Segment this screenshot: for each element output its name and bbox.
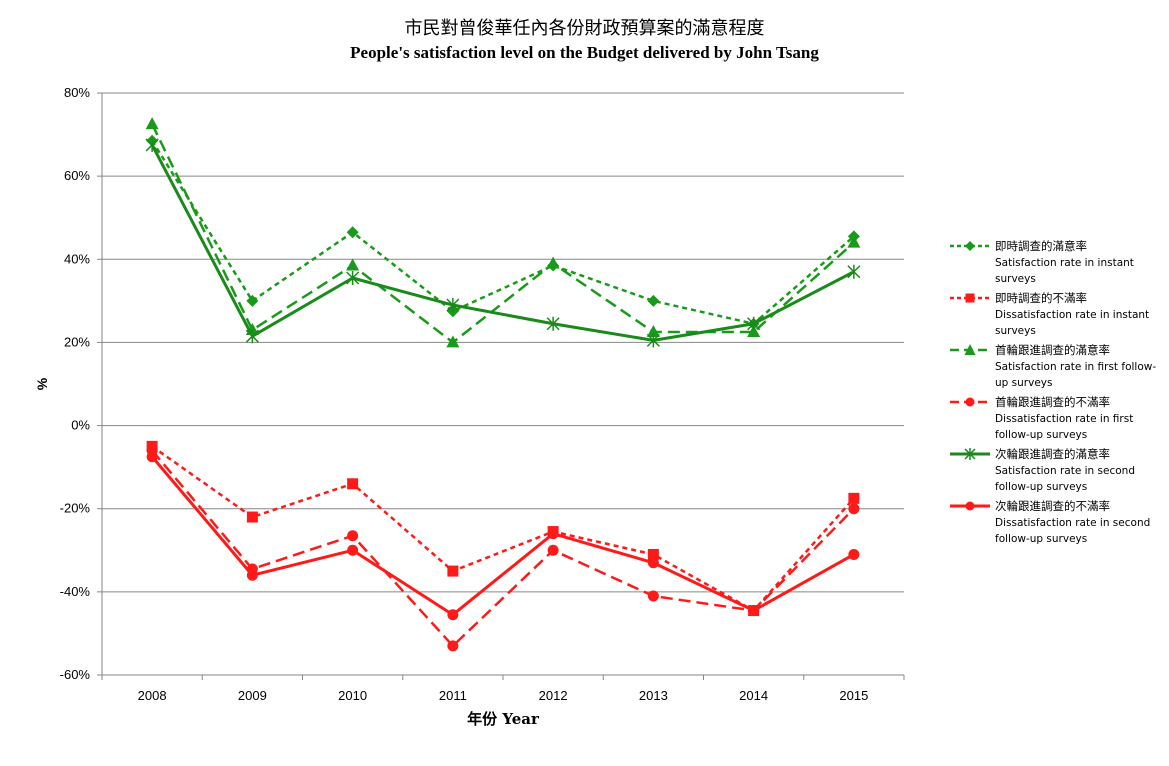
data-point <box>347 530 359 542</box>
data-point <box>446 298 460 313</box>
legend-label: 次輪跟進調查的滿意率 <box>995 447 1110 461</box>
data-point <box>246 294 259 307</box>
legend-swatch <box>950 293 990 303</box>
data-point <box>647 590 659 602</box>
legend-swatch <box>950 241 990 251</box>
data-point <box>146 451 158 463</box>
data-point <box>646 325 660 338</box>
y-tick-label: 0% <box>71 418 90 433</box>
chart-legend: 即時調查的滿意率 Satisfaction rate in instant sur… <box>948 238 1166 550</box>
data-point <box>547 544 559 556</box>
data-point <box>347 544 359 556</box>
legend-label: 首輪跟進調查的不滿率 <box>995 395 1110 409</box>
data-point <box>346 226 359 239</box>
data-point <box>747 325 761 338</box>
y-axis-title: % <box>34 377 50 390</box>
data-point <box>546 256 560 269</box>
x-tick-label: 2012 <box>539 688 568 703</box>
legend-item: 首輪跟進調查的滿意率 Satisfaction rate in first fol… <box>948 342 1166 394</box>
legend-swatch <box>950 501 990 511</box>
data-point <box>647 294 660 307</box>
legend-item: 首輪跟進調查的不滿率 Dissatisfaction rate in first … <box>948 394 1166 446</box>
legend-item: 次輪跟進調查的不滿率 Dissatisfaction rate in second… <box>948 498 1166 550</box>
data-point <box>546 316 560 331</box>
legend-description: Dissatisfaction rate in first follow-up … <box>995 413 1134 441</box>
series-line-2 <box>151 445 855 612</box>
series-line-1 <box>151 140 855 325</box>
chart-subtitle: People's satisfaction level on the Budge… <box>350 43 819 62</box>
legend-swatch <box>950 344 990 355</box>
x-axis-title: 年份 Year <box>467 710 540 728</box>
legend-description: Satisfaction rate in first follow-up sur… <box>995 361 1157 389</box>
data-point <box>747 316 761 331</box>
data-point <box>446 335 460 348</box>
series-line-3 <box>151 123 855 344</box>
legend-description: Dissatisfaction rate in instant surveys <box>995 309 1150 337</box>
data-point <box>847 264 861 279</box>
x-tick-label: 2010 <box>338 688 367 703</box>
data-point <box>245 329 259 344</box>
legend-description: Satisfaction rate in instant surveys <box>995 257 1134 285</box>
legend-label: 即時調查的滿意率 <box>995 239 1087 253</box>
x-tick-label: 2009 <box>238 688 267 703</box>
data-point <box>246 511 258 523</box>
y-tick-label: 40% <box>64 251 90 266</box>
legend-label: 即時調查的不滿率 <box>995 291 1087 305</box>
data-point <box>346 258 360 271</box>
x-tick-label: 2011 <box>439 688 467 703</box>
data-point <box>647 557 659 569</box>
data-point <box>847 235 861 248</box>
data-point <box>246 569 258 581</box>
x-tick-label: 2015 <box>839 688 868 703</box>
data-point <box>848 503 860 515</box>
data-point <box>447 609 459 621</box>
x-tick-label: 2008 <box>138 688 167 703</box>
legend-swatch <box>950 397 990 407</box>
x-tick-label: 2014 <box>739 688 768 703</box>
y-tick-label: 20% <box>64 334 90 349</box>
y-tick-label: -40% <box>60 584 91 599</box>
legend-swatch <box>950 448 990 460</box>
data-point <box>647 548 659 560</box>
data-point <box>346 270 360 285</box>
data-point <box>347 478 359 490</box>
chart-title: 市民對曾俊華任內各份財政預算案的滿意程度 <box>404 18 765 39</box>
data-point <box>748 605 760 617</box>
y-tick-label: -60% <box>60 667 91 682</box>
legend-description: Satisfaction rate in second follow-up su… <box>995 465 1135 493</box>
legend-label: 首輪跟進調查的滿意率 <box>995 343 1110 357</box>
y-tick-label: 60% <box>64 168 90 183</box>
data-point <box>145 137 159 152</box>
data-point <box>447 640 459 652</box>
data-point <box>848 492 860 504</box>
data-point <box>848 548 860 560</box>
legend-item: 即時調查的不滿率 Dissatisfaction rate in instant … <box>948 290 1166 342</box>
series-line-5 <box>150 144 855 342</box>
legend-item: 即時調查的滿意率 Satisfaction rate in instant sur… <box>948 238 1166 290</box>
legend-label: 次輪跟進調查的不滿率 <box>995 499 1110 513</box>
data-point <box>447 565 459 577</box>
y-tick-label: 80% <box>64 85 90 100</box>
series-line-6 <box>150 455 855 617</box>
legend-description: Dissatisfaction rate in second follow-up… <box>995 517 1151 545</box>
data-point <box>145 117 159 130</box>
data-point <box>547 528 559 540</box>
legend-item: 次輪跟進調查的滿意率 Satisfaction rate in second fo… <box>948 446 1166 498</box>
data-point <box>646 333 660 348</box>
y-tick-label: -20% <box>60 501 91 516</box>
series-line-4 <box>151 449 855 648</box>
x-tick-label: 2013 <box>639 688 668 703</box>
